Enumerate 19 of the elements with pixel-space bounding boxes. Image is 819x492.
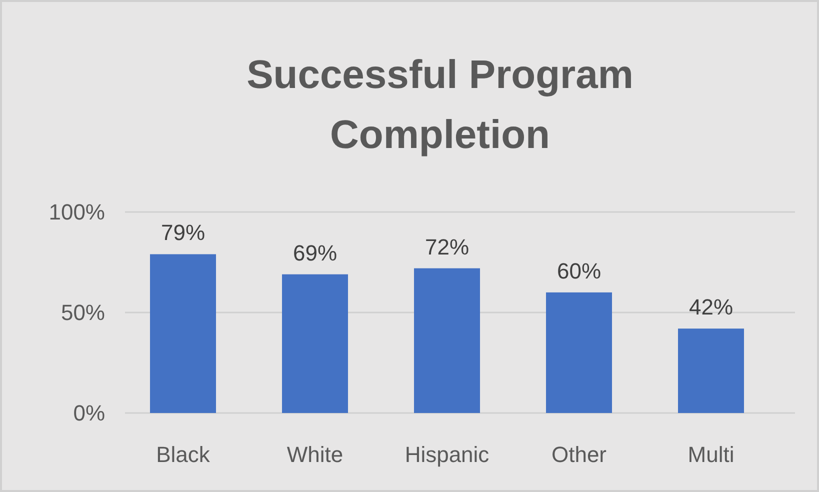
bar [414, 268, 480, 413]
data-label: 42% [688, 294, 734, 320]
data-label: 69% [292, 240, 338, 266]
x-tick-label: White [286, 442, 344, 467]
bar [546, 292, 612, 413]
data-label: 79% [160, 220, 206, 246]
bar [678, 328, 744, 413]
bar [150, 254, 216, 413]
data-label: 72% [424, 234, 470, 260]
x-tick-label: Hispanic [404, 442, 490, 467]
y-tick-label: 100% [48, 200, 105, 225]
chart-title: Successful Program Completion [246, 53, 634, 157]
y-tick-label: 50% [60, 300, 105, 326]
bar [282, 274, 348, 413]
data-label: 60% [556, 258, 602, 284]
y-tick-label: 0% [73, 400, 105, 426]
x-tick-label: Other [551, 442, 607, 467]
x-tick-label: Black [156, 442, 211, 467]
x-tick-label: Multi [688, 442, 734, 467]
